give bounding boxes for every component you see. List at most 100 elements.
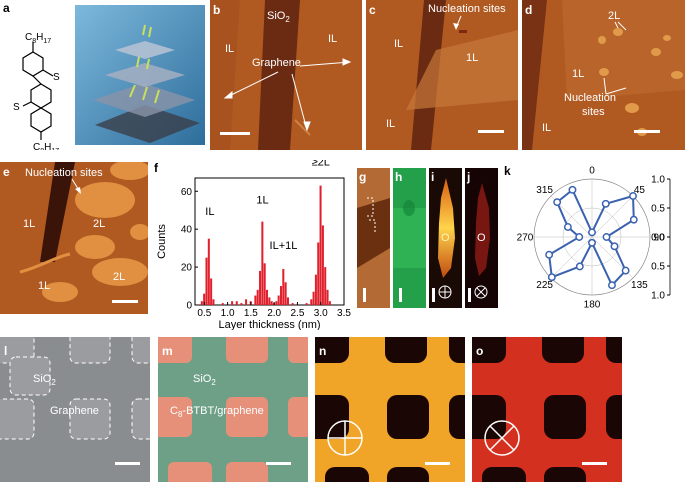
y-axis-label: Counts xyxy=(156,224,168,259)
fluorescence-image-j xyxy=(474,183,490,299)
panel-k: k 0 45 90 135 180 225 270 315 1.0 0.5 0.0 0.5 1.0 xyxy=(500,160,685,310)
histogram-bar xyxy=(328,301,331,305)
panel-f: f 0.5 1.0 1.5 2.0 2.5 3.0 3.5 0 20 40 60 Layer thic… xyxy=(152,160,352,330)
histogram-bar xyxy=(314,274,317,305)
panel-c: c Nucleation sites IL 1L IL xyxy=(366,0,518,150)
sio2-label: SiO2 xyxy=(33,373,56,388)
histogram-bar xyxy=(282,268,285,305)
histogram-bar xyxy=(210,278,213,305)
histogram-bar xyxy=(291,303,294,305)
annotation-label: IL xyxy=(205,206,214,218)
histogram-bar xyxy=(259,270,262,305)
panel-label-g: g xyxy=(359,170,367,184)
polar-data-point xyxy=(608,281,616,290)
polar-angle-label: 45 xyxy=(634,185,646,196)
panel-b: b SiO2 IL IL Graphene xyxy=(210,0,362,150)
scale-bar-o xyxy=(582,462,607,465)
afm-image-e xyxy=(19,162,148,302)
histogram-bar xyxy=(245,299,248,305)
layer-schematic-illustration xyxy=(75,5,205,145)
panel-label-m: m xyxy=(162,344,173,358)
il-label: IL xyxy=(542,122,552,134)
graphene-label: Graphene xyxy=(50,405,99,417)
radial-tick-label: 1.0 xyxy=(651,291,665,302)
polar-data-point xyxy=(575,262,584,271)
radial-tick-label: 0.0 xyxy=(651,233,665,244)
histogram-chart: 0.5 1.0 1.5 2.0 2.5 3.0 3.5 0 20 40 60 Layer thickn… xyxy=(156,160,351,330)
y-tick-label: 60 xyxy=(181,187,193,198)
panel-n: n xyxy=(315,337,465,482)
ring-marker-i: O xyxy=(441,232,450,244)
panel-o: o xyxy=(472,337,622,482)
polar-data-point xyxy=(610,242,619,251)
il-label-bottom: IL xyxy=(386,118,396,130)
polar-data-point xyxy=(629,192,637,200)
scale-bar-b xyxy=(220,132,250,135)
histogram-bar xyxy=(256,289,259,305)
panel-label-i: i xyxy=(431,170,435,184)
polar-spoke xyxy=(591,195,634,238)
panel-label-f: f xyxy=(154,161,158,175)
panel-j: j O xyxy=(465,168,498,308)
histogram-bar xyxy=(205,257,208,305)
optical-image-l xyxy=(0,337,150,440)
histogram-bar xyxy=(275,301,278,305)
panel-label-k: k xyxy=(504,164,511,178)
histogram-bar xyxy=(284,282,287,305)
polar-data-point xyxy=(575,233,584,241)
histogram-bar xyxy=(321,225,324,305)
x-tick-label: 2.0 xyxy=(267,308,281,319)
polar-data-point xyxy=(602,233,611,241)
histogram-bar xyxy=(324,267,327,305)
arrows-d xyxy=(603,21,627,95)
histogram-bar xyxy=(212,299,215,305)
panel-g: g xyxy=(357,168,390,308)
polar-data-point xyxy=(588,238,596,247)
two-l-label-b: 2L xyxy=(113,271,126,283)
radial-tick-label: 0.5 xyxy=(651,262,665,273)
panel-l: l SiO2 Graphene xyxy=(0,337,150,482)
ring-marker-j: O xyxy=(477,232,486,244)
polar-angle-label: 315 xyxy=(536,185,553,196)
optical-image-h xyxy=(393,200,426,268)
two-l-label: 2L xyxy=(608,10,621,22)
polar-angle-label: 0 xyxy=(589,166,595,177)
histogram-bar xyxy=(200,301,203,305)
histogram-bar xyxy=(312,291,315,305)
panel-m: m SiO2 C8-BTBT/graphene xyxy=(158,337,308,482)
one-l-label-a: 1L xyxy=(23,218,36,230)
panel-label-j: j xyxy=(467,170,471,184)
afm-image-b xyxy=(210,0,311,150)
y-tick-label: 0 xyxy=(186,301,192,312)
afm-image-d xyxy=(522,0,685,150)
polar-angle-label: 135 xyxy=(631,280,648,291)
x-tick-label: 0.5 xyxy=(197,308,211,319)
histogram-bar xyxy=(203,293,206,305)
fluorescence-image-n xyxy=(315,337,465,482)
histogram-bar xyxy=(266,289,269,305)
histogram-bar xyxy=(279,286,283,305)
scale-bar-i xyxy=(432,288,435,302)
scale-bar-d xyxy=(634,130,660,133)
histogram-bar xyxy=(305,303,308,305)
alkyl-chain-top: C8H17 xyxy=(25,32,51,45)
histogram-bar xyxy=(235,301,238,305)
sio2-label: SiO2 xyxy=(267,10,290,25)
panel-label-h: h xyxy=(395,170,403,184)
annotation-label: ≥2L xyxy=(312,160,330,169)
two-l-label-a: 2L xyxy=(93,218,106,230)
sio2-label: SiO2 xyxy=(193,373,216,388)
nucleation-arrow-e xyxy=(71,178,81,194)
nucleation-sites-label: Nucleation sites xyxy=(428,3,506,15)
fluorescence-image-o xyxy=(472,337,622,482)
panel-label-a: a xyxy=(3,1,10,15)
x-tick-label: 1.0 xyxy=(221,308,235,319)
polar-angle-label: 90 xyxy=(653,233,665,244)
il-label-right: IL xyxy=(328,33,338,45)
histogram-bar xyxy=(263,263,266,305)
polar-data-point xyxy=(568,185,577,194)
scale-bar-m xyxy=(266,462,291,465)
polar-data-point xyxy=(629,215,638,224)
polar-data-point xyxy=(621,266,630,275)
y-tick-label: 40 xyxy=(181,225,193,236)
